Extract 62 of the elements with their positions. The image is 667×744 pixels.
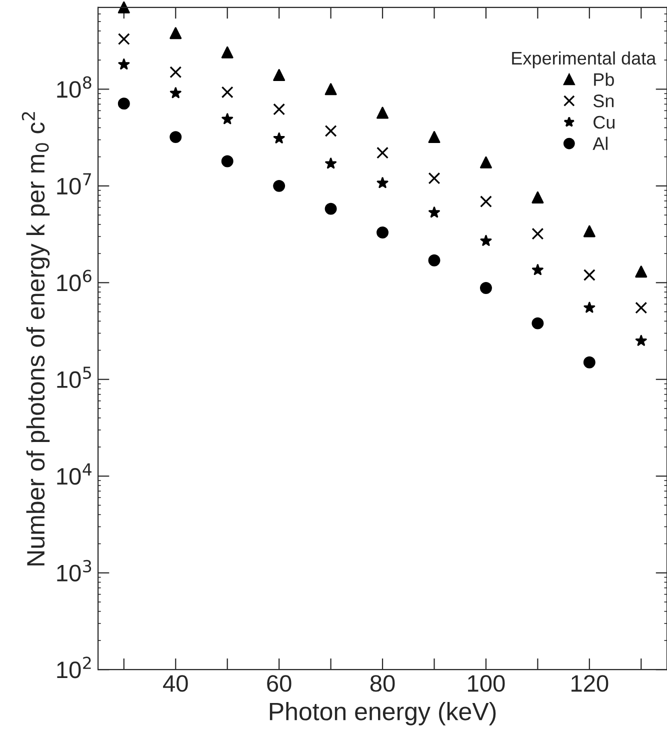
point	[480, 156, 492, 168]
y-tick-label: 10$^{6}$	[57, 270, 92, 292]
point	[376, 226, 389, 238]
point	[221, 86, 234, 98]
point	[324, 83, 337, 96]
point	[635, 302, 648, 314]
x-tick-label: 60	[267, 675, 292, 692]
point	[273, 132, 285, 144]
x-tick-label: 80	[370, 675, 395, 692]
point	[170, 27, 182, 40]
point	[583, 269, 596, 281]
point	[532, 317, 544, 330]
legend-title: Experimental data	[512, 51, 656, 68]
point	[325, 158, 337, 169]
x-tick-label: 40	[163, 675, 188, 692]
point	[118, 33, 130, 46]
y-tick-label: 10$^{2}$	[57, 656, 91, 678]
point	[221, 46, 234, 58]
legend-label: Sn	[593, 94, 614, 108]
y-tick-label: 10$^{5}$	[57, 366, 91, 388]
y-axis-title: Number of photons of energy k per m$_{0}$ c$^{2}$	[22, 112, 50, 566]
y-tick-label: 10$^{7}$	[57, 173, 91, 195]
point	[428, 206, 440, 218]
point	[118, 98, 130, 110]
point	[273, 69, 286, 82]
point	[376, 177, 388, 188]
point	[480, 196, 492, 208]
point	[584, 302, 596, 313]
point	[170, 131, 182, 144]
point	[222, 113, 234, 124]
point	[118, 1, 130, 14]
point	[273, 180, 286, 192]
point	[324, 124, 337, 137]
legend-label: Cu	[594, 116, 615, 129]
legend-label: Pb	[594, 72, 614, 86]
point	[635, 266, 648, 278]
point	[170, 66, 182, 78]
point	[480, 282, 492, 294]
y-tick-label: 10$^{3}$	[57, 560, 92, 582]
point	[428, 131, 440, 144]
point	[118, 58, 130, 70]
point	[532, 191, 544, 204]
y-tick-label: 10$^{8}$	[57, 76, 92, 98]
point	[635, 334, 647, 346]
point	[583, 225, 596, 238]
x-axis-title: Photon energy (keV)	[270, 702, 496, 726]
point	[583, 356, 596, 368]
point	[221, 155, 234, 168]
point	[532, 228, 544, 240]
legend-label: Al	[592, 136, 608, 150]
point	[324, 202, 337, 215]
x-tick-label: 120	[572, 675, 608, 692]
point	[170, 87, 182, 98]
point	[376, 106, 389, 119]
point	[532, 264, 544, 276]
point	[376, 146, 389, 159]
x-tick-label: 100	[468, 675, 505, 692]
point	[428, 254, 440, 266]
point	[273, 103, 286, 116]
point	[480, 234, 492, 246]
point	[428, 172, 440, 184]
y-tick-label: 10$^{4}$	[57, 463, 92, 485]
